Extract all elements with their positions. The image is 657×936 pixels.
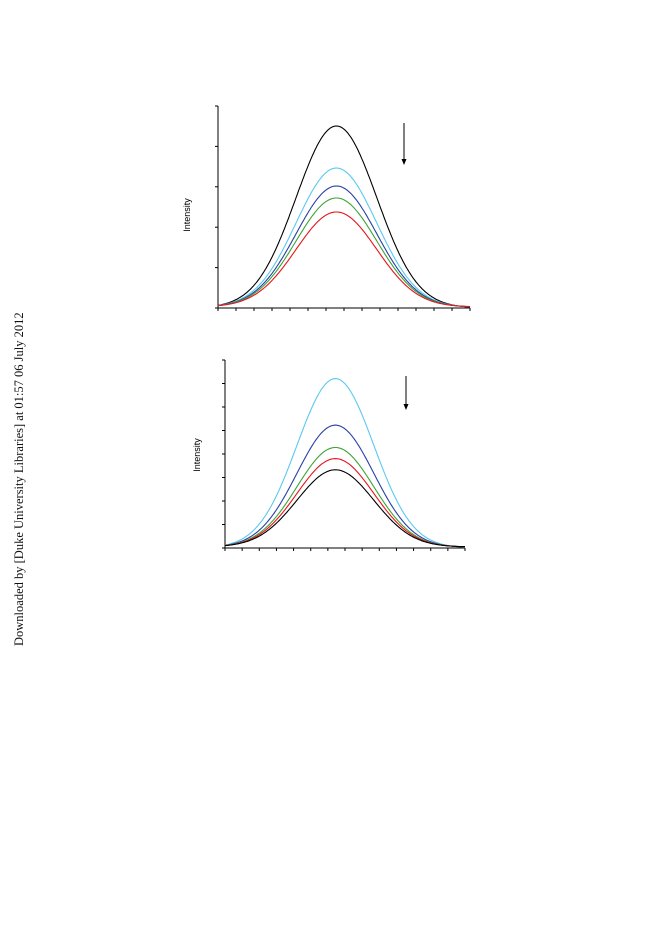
series-line-1-4 xyxy=(217,197,470,308)
series-line-2-4 xyxy=(224,458,465,548)
y-axis-label-1: Intensity xyxy=(182,198,192,232)
series-line-2-2 xyxy=(224,424,465,548)
series-line-2-5 xyxy=(224,469,465,548)
series-line-1-2 xyxy=(217,167,471,308)
series-line-1-5 xyxy=(217,211,470,308)
y-axis-label-2: Intensity xyxy=(192,438,202,472)
series-line-2-3 xyxy=(224,446,466,548)
series-line-1-1 xyxy=(217,125,470,308)
arrow-head-icon xyxy=(403,404,409,410)
arrow-head-icon xyxy=(401,159,407,165)
series-line-1-3 xyxy=(217,185,471,308)
series-line-2-1 xyxy=(224,378,465,548)
